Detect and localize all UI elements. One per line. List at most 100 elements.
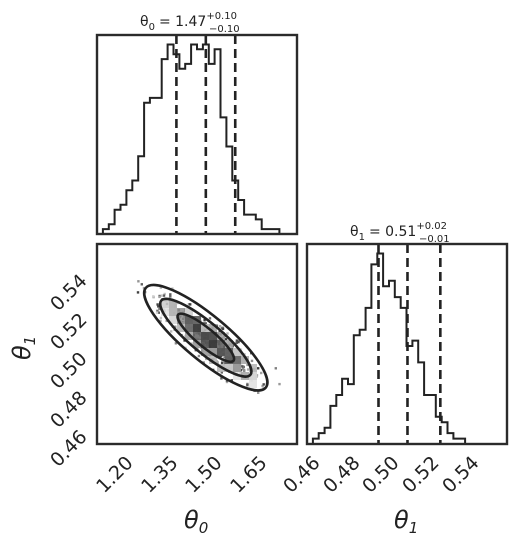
joint-density-cell xyxy=(241,356,249,364)
x-axis-label-theta0: θ0 xyxy=(184,506,208,537)
joint-point xyxy=(278,382,281,386)
joint-density-blocks xyxy=(161,300,257,388)
x-tick-1.20: 1.20 xyxy=(92,452,137,497)
joint-density-cell xyxy=(201,348,209,356)
theta1-x-tick-labels: 0.46 0.48 0.50 0.52 0.54 xyxy=(279,452,483,497)
joint-point xyxy=(204,322,207,325)
x-tick-1.50: 1.50 xyxy=(181,452,226,497)
joint-point xyxy=(237,340,240,344)
joint-point xyxy=(230,379,233,382)
joint-point xyxy=(156,309,159,313)
x1-tick-0.48: 0.48 xyxy=(319,452,364,497)
joint-density-cell xyxy=(161,308,169,316)
joint-point xyxy=(170,330,173,333)
joint-contour-middle xyxy=(158,297,253,378)
joint-x-tick-labels: 1.20 1.35 1.50 1.65 xyxy=(92,452,271,497)
joint-point xyxy=(218,325,222,328)
joint-point xyxy=(261,384,264,388)
joint-density-cell xyxy=(201,332,209,340)
joint-point xyxy=(191,342,194,345)
joint-point xyxy=(152,295,155,298)
joint-point xyxy=(205,357,208,361)
joint-density-cell xyxy=(217,348,225,356)
joint-density-cell xyxy=(249,380,257,388)
y-tick-0.54: 0.54 xyxy=(46,270,91,315)
joint-density-cell xyxy=(161,300,169,308)
joint-point xyxy=(163,292,166,296)
joint-point xyxy=(224,338,228,341)
theta1-hist-frame xyxy=(305,242,509,446)
theta0-histogram-panel xyxy=(95,33,299,236)
joint-point xyxy=(257,391,260,394)
joint-density-cell xyxy=(225,364,233,372)
joint-point xyxy=(262,383,265,386)
joint-density-cell xyxy=(201,340,209,348)
joint-point xyxy=(169,295,172,298)
joint-density-cell xyxy=(177,316,185,324)
joint-point xyxy=(250,359,254,363)
joint-point xyxy=(208,317,212,320)
joint-point xyxy=(257,367,260,370)
y-tick-0.52: 0.52 xyxy=(46,309,91,354)
joint-point xyxy=(162,294,166,297)
joint-density-cell xyxy=(233,364,241,372)
joint-point xyxy=(239,368,243,372)
joint-contour-outer xyxy=(142,283,269,392)
joint-density-cell xyxy=(177,324,185,332)
joint-point xyxy=(220,361,224,365)
x-axis-label-theta1: θ1 xyxy=(394,506,418,537)
theta1-title: θ1 = 0.51+0.02 −0.01 xyxy=(350,221,450,245)
joint-point xyxy=(225,380,229,384)
joint-density-cell xyxy=(217,332,225,340)
joint-point xyxy=(160,294,164,297)
joint-density-cell xyxy=(169,316,177,324)
joint-point xyxy=(137,280,140,283)
joint-point xyxy=(235,339,239,342)
x-tick-1.35: 1.35 xyxy=(137,452,182,497)
joint-density-cell xyxy=(249,364,257,372)
joint-point xyxy=(197,354,201,358)
joint-point xyxy=(243,353,246,356)
joint-point xyxy=(159,319,162,323)
joint-density-cell xyxy=(217,340,225,348)
joint-point xyxy=(159,286,162,289)
joint-density-cell xyxy=(209,324,217,332)
joint-density-cell xyxy=(177,308,185,316)
joint-density-cell xyxy=(209,348,217,356)
joint-density-cell xyxy=(225,340,233,348)
joint-density-cell xyxy=(225,356,233,364)
joint-density-cell xyxy=(209,356,217,364)
joint-point xyxy=(189,303,192,306)
joint-contour-inner xyxy=(176,312,236,364)
x1-tick-0.52: 0.52 xyxy=(398,452,443,497)
joint-point xyxy=(260,371,263,375)
joint-point xyxy=(159,316,163,320)
joint-point xyxy=(142,286,146,290)
joint-point xyxy=(226,332,229,335)
y-tick-0.46: 0.46 xyxy=(46,426,91,471)
joint-density-cell xyxy=(201,324,209,332)
theta0-hist-step-line xyxy=(97,43,297,235)
joint-point xyxy=(246,363,249,367)
theta1-hist-step-line xyxy=(307,252,507,445)
joint-point xyxy=(174,325,177,328)
joint-density-cell xyxy=(225,348,233,356)
joint-point xyxy=(246,384,249,387)
joint-density-cell xyxy=(209,332,217,340)
joint-density-cell xyxy=(249,372,257,380)
theta1-histogram-panel xyxy=(305,242,509,446)
joint-point xyxy=(165,319,168,323)
joint-scatter-panel xyxy=(95,242,299,446)
joint-y-tick-labels: 0.54 0.52 0.50 0.48 0.46 xyxy=(46,270,91,471)
joint-density-cell xyxy=(193,332,201,340)
joint-point xyxy=(157,305,160,308)
joint-point xyxy=(158,295,161,299)
joint-density-cell xyxy=(233,348,241,356)
joint-density-cell xyxy=(193,340,201,348)
joint-point xyxy=(155,311,159,314)
y-tick-0.50: 0.50 xyxy=(46,348,91,393)
joint-point xyxy=(157,311,160,314)
joint-density-cell xyxy=(169,308,177,316)
joint-point xyxy=(241,367,245,370)
